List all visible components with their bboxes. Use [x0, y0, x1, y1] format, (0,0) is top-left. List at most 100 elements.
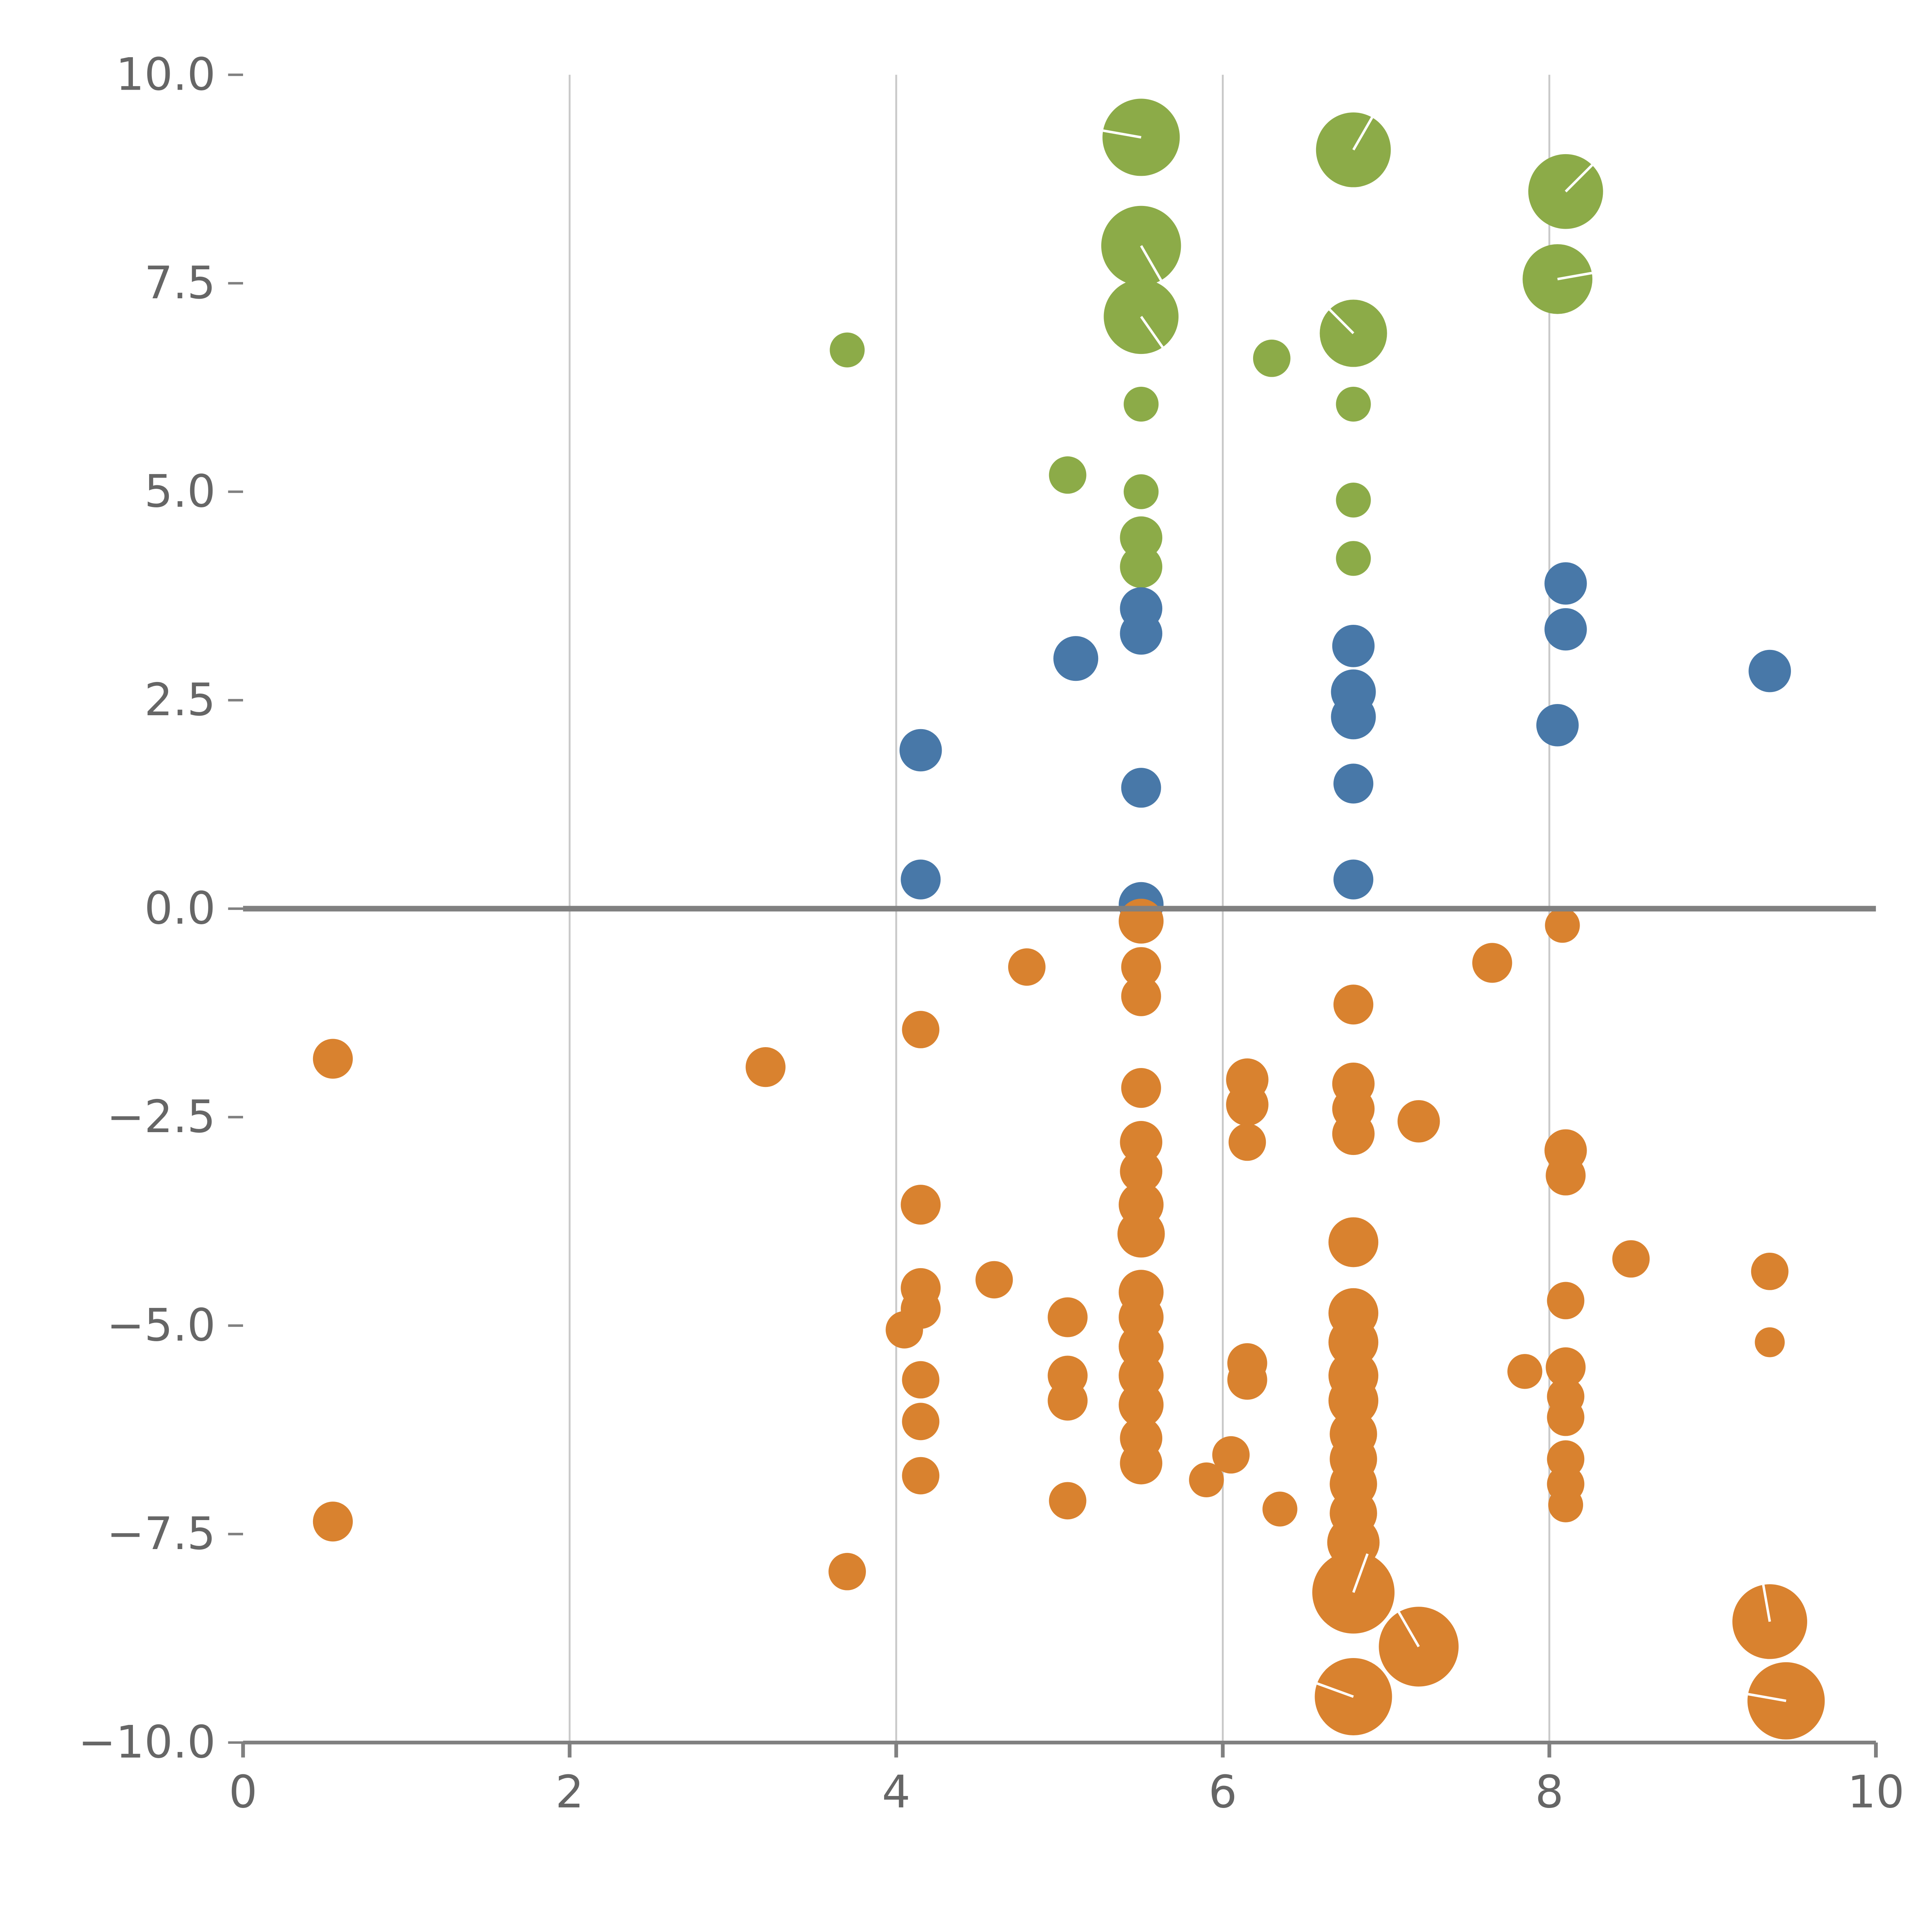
data-point-orange: [886, 1311, 923, 1349]
bubble-notch: [1140, 245, 1162, 281]
x-tick-label: 4: [882, 1766, 910, 1818]
data-point-blue: [1053, 636, 1099, 681]
data-point-orange: [902, 1403, 940, 1440]
bubble-notch: [1565, 164, 1593, 192]
data-point-blue: [901, 859, 941, 900]
data-point-blue: [1332, 624, 1375, 667]
data-point-orange: [975, 1261, 1013, 1299]
data-point-orange: [1612, 1240, 1650, 1278]
data-point-orange: [1120, 1150, 1163, 1193]
bubble-notch: [1352, 117, 1373, 151]
y-tick-label: 2.5: [144, 674, 216, 726]
data-point-green: [1124, 474, 1159, 509]
data-point-orange: [1472, 943, 1512, 983]
bubble-notch: [1316, 1682, 1354, 1698]
bubble-notch: [1762, 1584, 1771, 1622]
data-point-green: [1049, 456, 1087, 494]
data-point-blue: [1331, 694, 1376, 740]
bubble-notch: [1398, 1611, 1420, 1648]
data-point-orange: [1048, 1297, 1088, 1337]
data-point-orange: [1120, 1121, 1163, 1163]
data-point-orange: [1048, 1381, 1088, 1421]
data-point-orange: [1226, 1083, 1269, 1126]
x-tick-label: 6: [1209, 1766, 1237, 1818]
data-point-blue: [1748, 650, 1791, 692]
y-tick-label: −5.0: [107, 1299, 216, 1351]
data-point-green: [1336, 386, 1371, 422]
data-point-orange: [1332, 1112, 1375, 1155]
data-point-orange: [1119, 898, 1164, 944]
data-point-green: [1253, 339, 1291, 377]
data-point-orange: [1212, 1436, 1250, 1474]
x-tick-label: 0: [229, 1766, 257, 1818]
y-tick-label: −2.5: [107, 1091, 216, 1143]
x-tick-label: 8: [1535, 1766, 1564, 1818]
y-tick-label: 0.0: [144, 882, 216, 934]
data-point-orange: [1228, 1123, 1266, 1161]
data-point-orange: [901, 1185, 941, 1225]
x-tick-label: 2: [555, 1766, 584, 1818]
data-point-orange: [1751, 1252, 1789, 1290]
data-point-orange: [1227, 1360, 1267, 1400]
y-tick-label: 7.5: [144, 257, 216, 309]
data-point-blue: [1333, 764, 1374, 804]
bubble-notch: [1557, 272, 1592, 281]
data-point-orange: [313, 1039, 353, 1079]
data-point-orange: [902, 1457, 940, 1495]
data-point-orange: [1548, 1487, 1583, 1522]
data-point-orange: [745, 1047, 786, 1087]
data-point-orange: [313, 1502, 353, 1542]
data-point-blue: [1333, 859, 1374, 900]
data-point-orange: [1507, 1354, 1543, 1389]
data-point-green: [1336, 483, 1371, 518]
data-point-green: [1120, 516, 1163, 559]
bubble-notch: [1140, 316, 1164, 348]
data-point-orange: [1120, 1442, 1163, 1485]
bubble-notch: [1352, 1553, 1369, 1593]
data-point-orange: [902, 1011, 940, 1048]
data-point-orange: [1333, 985, 1374, 1025]
data-point-orange: [1049, 1482, 1087, 1520]
data-point-orange: [1117, 1210, 1165, 1258]
bubble-notch: [1748, 1693, 1786, 1702]
data-point-orange: [1121, 947, 1161, 987]
data-point-blue: [1536, 704, 1579, 747]
data-point-orange: [1262, 1492, 1298, 1527]
x-tick-label: 10: [1847, 1766, 1905, 1818]
data-point-green: [1124, 386, 1159, 422]
bubble-notch: [1103, 129, 1141, 139]
data-point-orange: [902, 1361, 940, 1399]
data-point-orange: [1545, 908, 1580, 943]
bubble-notch: [1328, 308, 1354, 334]
data-point-green: [1120, 545, 1163, 588]
data-point-orange: [1546, 1347, 1586, 1388]
data-point-orange: [1755, 1327, 1785, 1357]
data-point-orange: [1119, 1382, 1164, 1427]
data-point-blue: [1120, 612, 1163, 655]
data-point-orange: [1008, 948, 1046, 986]
data-point-orange: [1747, 1662, 1825, 1740]
data-point-orange: [1546, 1155, 1586, 1196]
data-point-orange: [1328, 1376, 1379, 1426]
data-point-green: [830, 332, 865, 367]
data-point-orange: [1189, 1462, 1224, 1498]
data-point-orange: [828, 1553, 866, 1590]
data-point-blue: [1121, 768, 1161, 808]
data-point-orange: [1547, 1398, 1585, 1436]
data-point-blue: [899, 729, 942, 772]
data-point-blue: [1544, 562, 1587, 605]
data-point-orange: [1121, 1068, 1161, 1108]
y-tick-label: −10.0: [78, 1716, 216, 1768]
data-point-orange: [1121, 976, 1161, 1016]
data-point-blue: [1544, 608, 1587, 651]
y-tick-label: 10.0: [116, 48, 216, 100]
y-tick-label: 5.0: [144, 465, 216, 517]
data-point-orange: [1328, 1217, 1379, 1267]
data-point-orange: [1397, 1100, 1440, 1143]
data-point-green: [1336, 541, 1371, 576]
data-point-orange: [1547, 1282, 1585, 1320]
y-tick-label: −7.5: [107, 1508, 216, 1560]
